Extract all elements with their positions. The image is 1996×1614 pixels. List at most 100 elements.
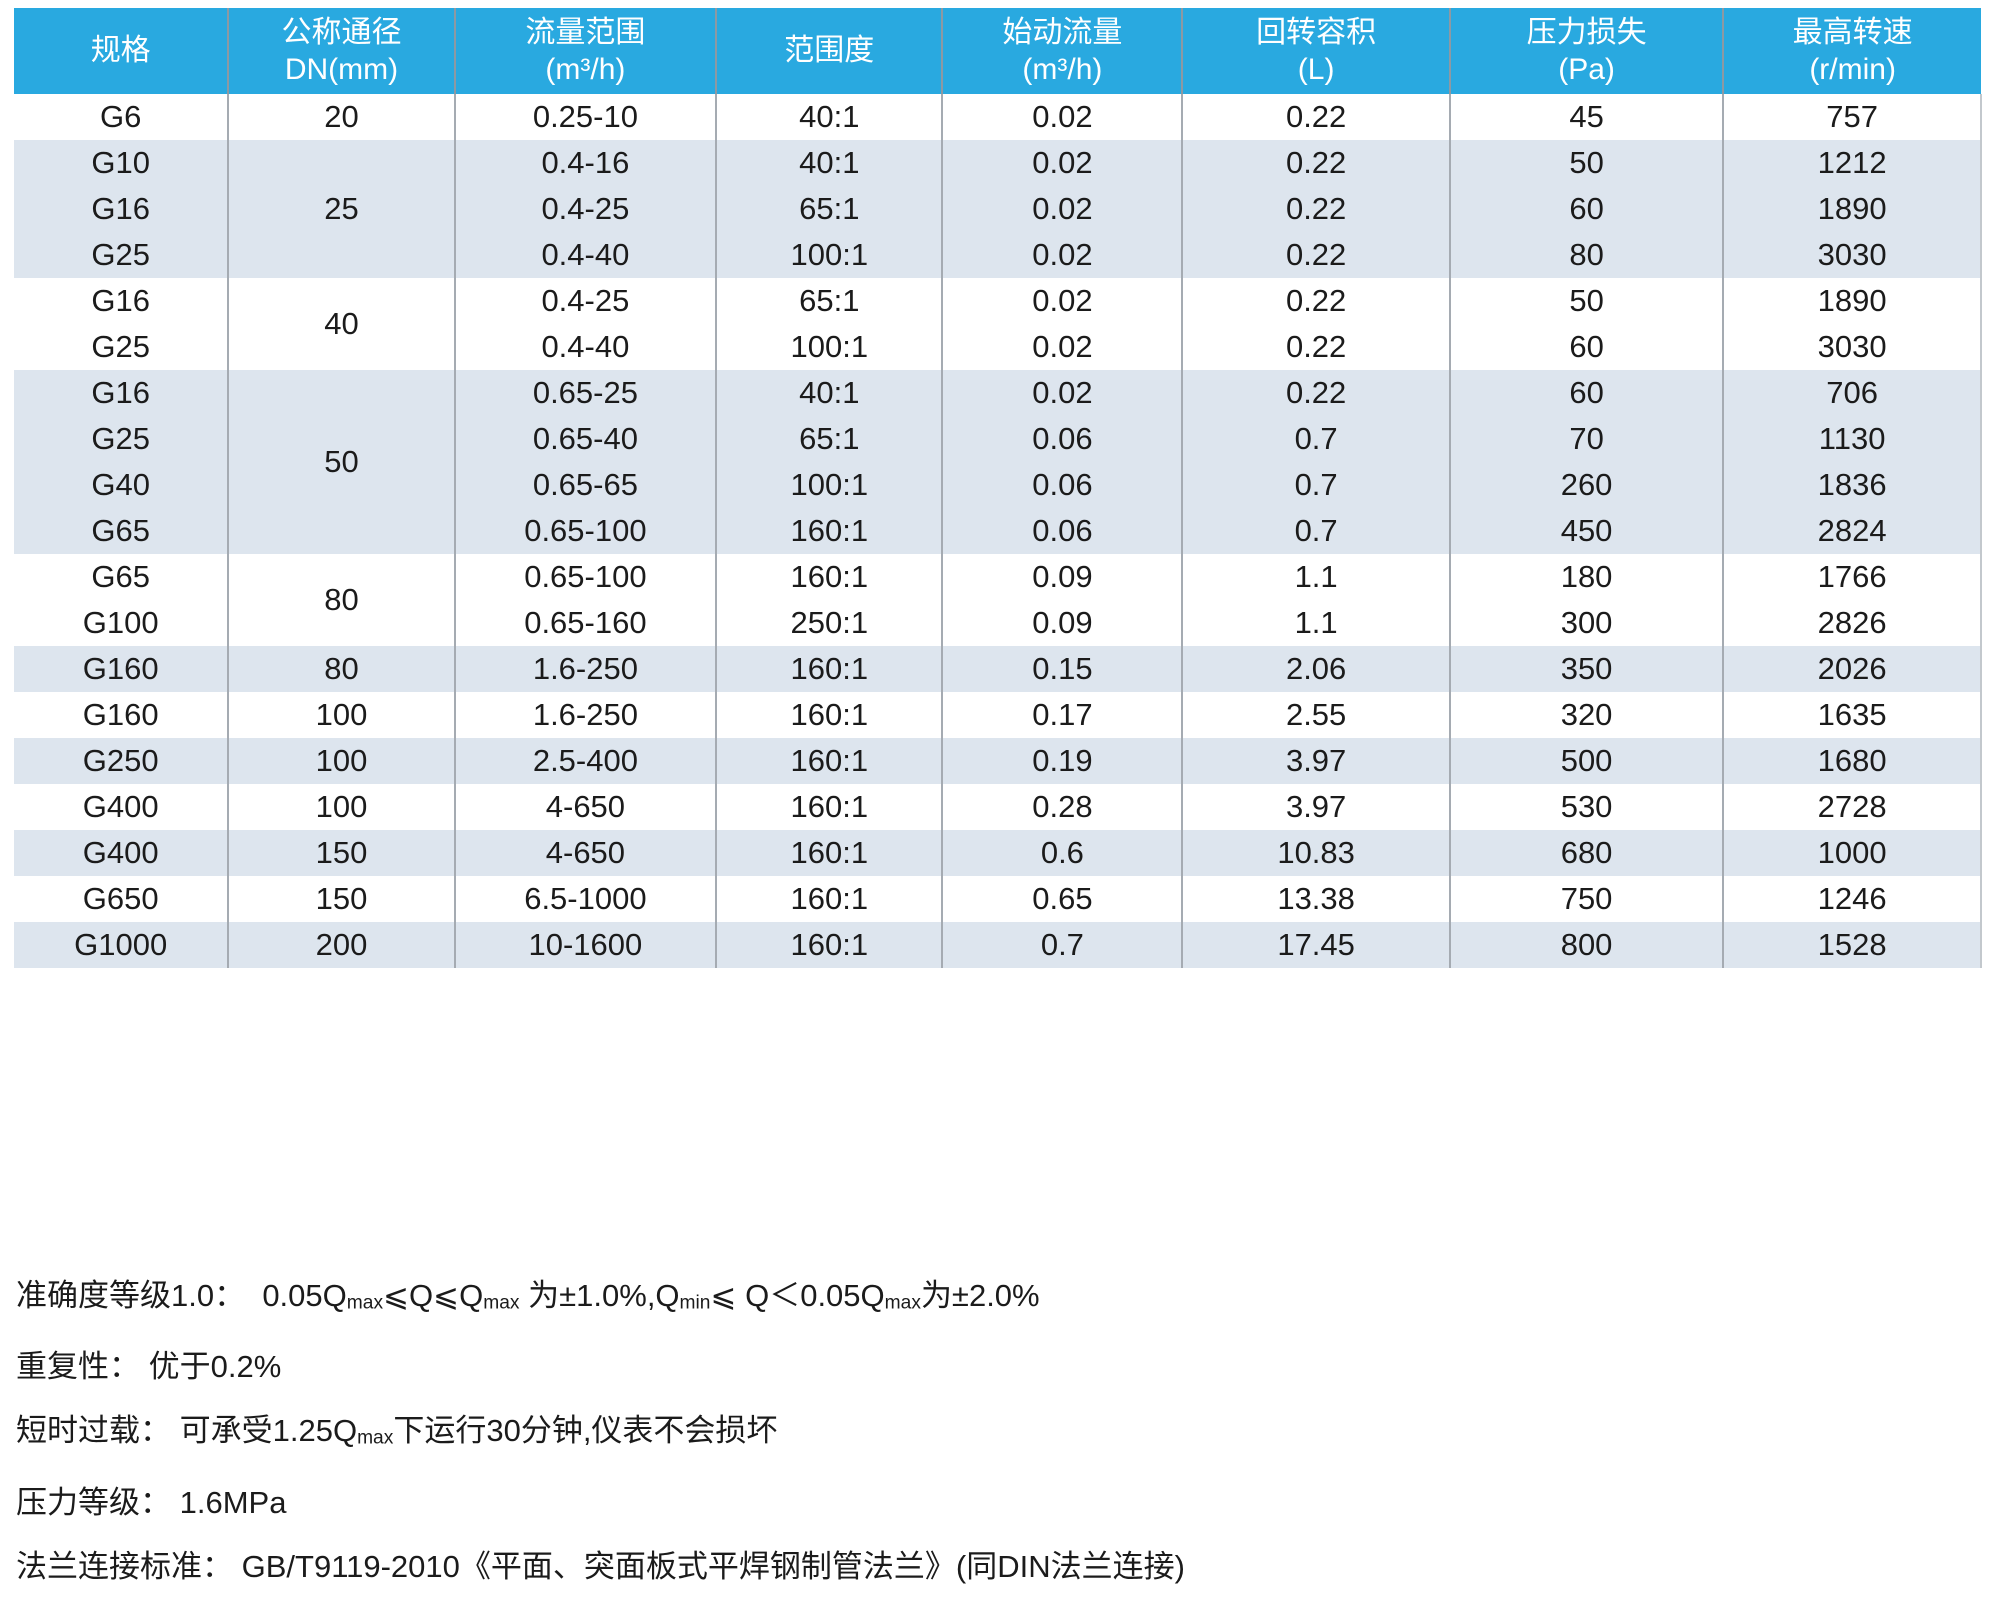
rangeability-cell: 100:1 [715, 462, 943, 508]
flow-range-cell: 0.4-25 [453, 278, 717, 324]
rangeability-cell: 40:1 [715, 140, 943, 186]
table-row: G25 0.4-40 100:1 0.02 0.22 60 3030 [14, 324, 1982, 370]
pressure-loss-cell: 300 [1448, 600, 1724, 646]
spec-cell: G25 [14, 232, 229, 278]
dn-cell: 50 [227, 370, 455, 554]
note-line: 法兰连接标准： GB/T9119-2010《平面、突面板式平焊钢制管法兰》(同D… [16, 1535, 1982, 1599]
table-row: G250 100 2.5-400 160:1 0.19 3.97 500 1680 [14, 738, 1982, 784]
cyclic-volume-cell: 10.83 [1181, 830, 1450, 876]
table-row: G400 100 4-650 160:1 0.28 3.97 530 2728 [14, 784, 1982, 830]
header-line1: 范围度 [784, 34, 875, 68]
notes: 准确度等级1.0： 0.05Qmax⩽Q⩽Qmax 为±1.0%,Qmin⩽ Q… [14, 1264, 1982, 1599]
dn-cell: 150 [227, 876, 455, 922]
dn-cell: 80 [227, 554, 455, 646]
start-flow-cell: 0.28 [941, 784, 1183, 830]
max-speed-cell: 3030 [1722, 232, 1982, 278]
header-line2: (r/min) [1809, 53, 1896, 86]
cyclic-volume-cell: 0.22 [1181, 186, 1450, 232]
table-row: G40 0.65-65 100:1 0.06 0.7 260 1836 [14, 462, 1982, 508]
rangeability-cell: 65:1 [715, 278, 943, 324]
start-flow-cell: 0.65 [941, 876, 1183, 922]
header-line1: 最高转速 [1792, 15, 1913, 49]
rangeability-cell: 160:1 [715, 922, 943, 968]
cyclic-volume-cell: 2.06 [1181, 646, 1450, 692]
max-speed-cell: 1246 [1722, 876, 1982, 922]
max-speed-cell: 1635 [1722, 692, 1982, 738]
note-line: 准确度等级1.0： 0.05Qmax⩽Q⩽Qmax 为±1.0%,Qmin⩽ Q… [16, 1264, 1982, 1335]
spec-cell: G65 [14, 508, 229, 554]
flow-range-cell: 1.6-250 [453, 692, 717, 738]
dn-cell: 80 [227, 646, 455, 692]
flow-range-cell: 2.5-400 [453, 738, 717, 784]
pressure-loss-cell: 60 [1448, 324, 1724, 370]
start-flow-cell: 0.19 [941, 738, 1183, 784]
flow-range-cell: 0.65-160 [453, 600, 717, 646]
flow-range-cell: 0.65-100 [453, 554, 717, 600]
pressure-loss-cell: 320 [1448, 692, 1724, 738]
note-text: ⩽ Q＜0.05Q [710, 1278, 885, 1313]
table-row: G65 80 0.65-100 160:1 0.09 1.1 180 1766 [14, 554, 1982, 646]
dn-cell: 20 [227, 94, 455, 140]
cyclic-volume-cell: 0.7 [1181, 462, 1450, 508]
cyclic-volume-cell: 0.22 [1181, 232, 1450, 278]
pressure-loss-cell: 680 [1448, 830, 1724, 876]
start-flow-cell: 0.02 [941, 324, 1183, 370]
table-row: G100 0.65-160 250:1 0.09 1.1 300 2826 [14, 600, 1982, 646]
flow-range-cell: 0.4-40 [453, 324, 717, 370]
pressure-loss-cell: 800 [1448, 922, 1724, 968]
start-flow-cell: 0.06 [941, 462, 1183, 508]
max-speed-cell: 3030 [1722, 324, 1982, 370]
rangeability-cell: 250:1 [715, 600, 943, 646]
header-row: 规格 公称通径 DN(mm) 流量范围 (m³/h) 范围度 始动流量 (m³/h) 回转容积 (… [14, 8, 1981, 94]
table-row: G160 80 1.6-250 160:1 0.15 2.06 350 2026 [14, 646, 1982, 692]
rangeability-cell: 40:1 [715, 94, 943, 140]
note-text: 为±1.0%,Q [519, 1278, 680, 1313]
max-speed-cell: 1528 [1722, 922, 1982, 968]
max-speed-cell: 1130 [1722, 416, 1982, 462]
start-flow-cell: 0.02 [941, 140, 1183, 186]
dn-cell: 100 [227, 738, 455, 784]
pressure-loss-cell: 350 [1448, 646, 1724, 692]
header-line1: 公称通径 [281, 15, 402, 49]
dn-cell: 25 [227, 140, 455, 278]
col-header-spec: 规格 [14, 8, 229, 94]
header-line2: (Pa) [1558, 53, 1615, 86]
max-speed-cell: 757 [1722, 94, 1982, 140]
cyclic-volume-cell: 0.7 [1181, 416, 1450, 462]
max-speed-cell: 2826 [1722, 600, 1982, 646]
cyclic-volume-cell: 3.97 [1181, 784, 1450, 830]
note-subscript: max [884, 1292, 921, 1314]
max-speed-cell: 1212 [1722, 140, 1982, 186]
table-row: G6 20 0.25-10 40:1 0.02 0.22 45 757 [14, 94, 1982, 140]
header-line1: 始动流量 [1002, 15, 1123, 49]
rangeability-cell: 100:1 [715, 232, 943, 278]
start-flow-cell: 0.02 [941, 370, 1183, 416]
header-line1: 规格 [90, 34, 151, 68]
header-line1: 流量范围 [525, 15, 646, 49]
table-row: G160 100 1.6-250 160:1 0.17 2.55 320 1635 [14, 692, 1982, 738]
cyclic-volume-cell: 0.22 [1181, 278, 1450, 324]
dn-cell: 100 [227, 784, 455, 830]
spec-cell: G160 [14, 692, 229, 738]
flow-range-cell: 0.65-100 [453, 508, 717, 554]
flow-range-cell: 10-1600 [453, 922, 717, 968]
spec-cell: G10 [14, 140, 229, 186]
pressure-loss-cell: 750 [1448, 876, 1724, 922]
col-header-pressure-loss: 压力损失 (Pa) [1448, 8, 1724, 94]
spec-cell: G16 [14, 278, 229, 324]
cyclic-volume-cell: 13.38 [1181, 876, 1450, 922]
table-row: G25 0.65-40 65:1 0.06 0.7 70 1130 [14, 416, 1982, 462]
spec-cell: G16 [14, 186, 229, 232]
flow-range-cell: 0.4-40 [453, 232, 717, 278]
flow-range-cell: 0.65-65 [453, 462, 717, 508]
cyclic-volume-cell: 0.7 [1181, 508, 1450, 554]
note-line: 短时过载： 可承受1.25Qmax下运行30分钟,仪表不会损坏 [16, 1399, 1982, 1470]
spec-cell: G6 [14, 94, 229, 140]
pressure-loss-cell: 50 [1448, 278, 1724, 324]
cyclic-volume-cell: 0.22 [1181, 324, 1450, 370]
max-speed-cell: 1766 [1722, 554, 1982, 600]
dn-cell: 40 [227, 278, 455, 370]
table-row: G16 50 0.65-25 40:1 0.02 0.22 60 706 [14, 370, 1982, 554]
spec-cell: G65 [14, 554, 229, 600]
flow-range-cell: 4-650 [453, 784, 717, 830]
